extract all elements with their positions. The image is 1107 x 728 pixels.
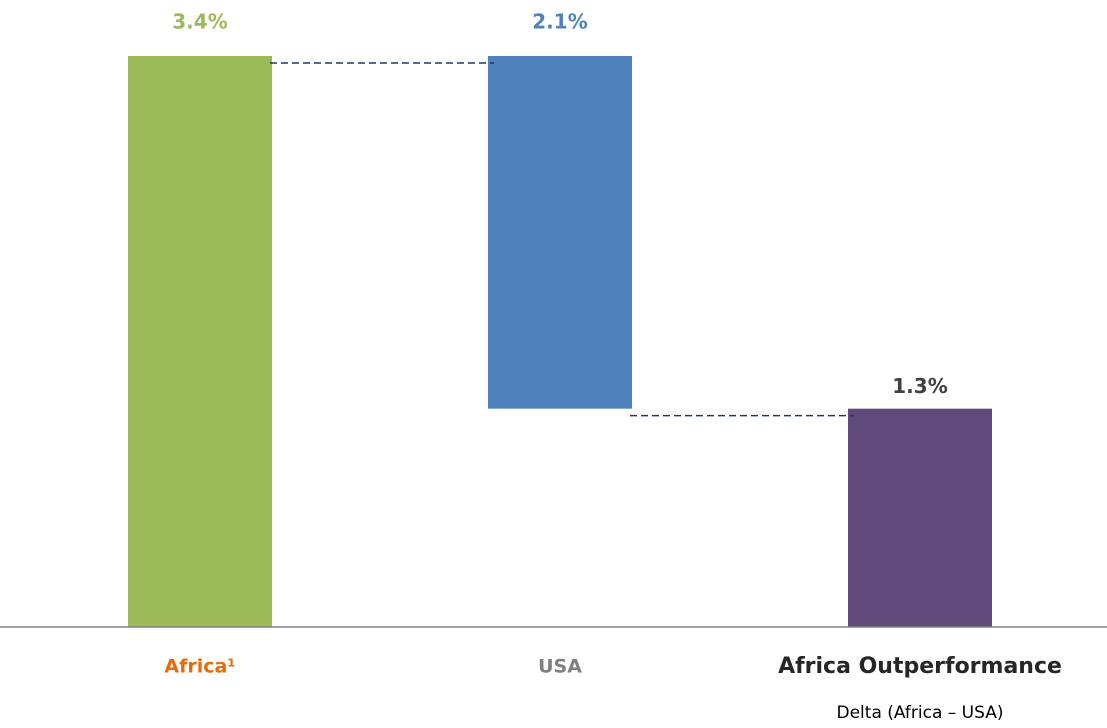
x-tick-label: Africa¹	[164, 656, 235, 678]
x-tick-label: USA	[538, 656, 582, 678]
value-label: 3.4%	[172, 10, 227, 34]
value-label: 1.3%	[892, 374, 947, 398]
bar	[848, 408, 992, 627]
x-tick-label: Africa Outperformance	[778, 654, 1062, 679]
annotation: Delta (Africa – USA)	[837, 703, 1004, 723]
bar	[488, 56, 632, 409]
value-label: 2.1%	[532, 10, 587, 34]
bar	[128, 56, 272, 627]
